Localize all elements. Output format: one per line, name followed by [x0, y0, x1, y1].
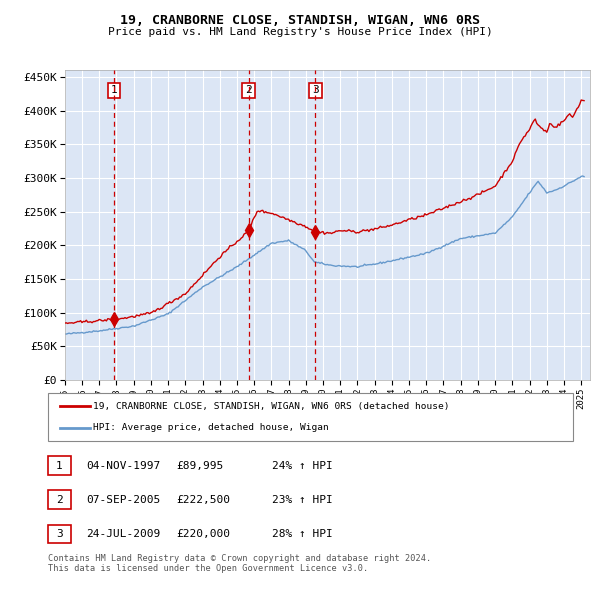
Text: 2: 2 — [56, 495, 63, 504]
Text: Price paid vs. HM Land Registry's House Price Index (HPI): Price paid vs. HM Land Registry's House … — [107, 27, 493, 37]
Text: 07-SEP-2005: 07-SEP-2005 — [86, 495, 160, 504]
Text: 19, CRANBORNE CLOSE, STANDISH, WIGAN, WN6 0RS: 19, CRANBORNE CLOSE, STANDISH, WIGAN, WN… — [120, 14, 480, 27]
Text: 19, CRANBORNE CLOSE, STANDISH, WIGAN, WN6 0RS (detached house): 19, CRANBORNE CLOSE, STANDISH, WIGAN, WN… — [93, 402, 449, 411]
Text: 04-NOV-1997: 04-NOV-1997 — [86, 461, 160, 470]
Text: 24% ↑ HPI: 24% ↑ HPI — [272, 461, 332, 470]
Text: 3: 3 — [312, 86, 319, 96]
Text: £222,500: £222,500 — [176, 495, 230, 504]
Text: £220,000: £220,000 — [176, 529, 230, 539]
Text: 1: 1 — [110, 86, 117, 96]
Text: 3: 3 — [56, 529, 63, 539]
Text: 23% ↑ HPI: 23% ↑ HPI — [272, 495, 332, 504]
Text: 24-JUL-2009: 24-JUL-2009 — [86, 529, 160, 539]
Text: 2: 2 — [245, 86, 252, 96]
Text: £89,995: £89,995 — [176, 461, 223, 470]
Text: Contains HM Land Registry data © Crown copyright and database right 2024.
This d: Contains HM Land Registry data © Crown c… — [48, 554, 431, 573]
Text: 1: 1 — [56, 461, 63, 470]
Text: 28% ↑ HPI: 28% ↑ HPI — [272, 529, 332, 539]
Text: HPI: Average price, detached house, Wigan: HPI: Average price, detached house, Wiga… — [93, 423, 329, 432]
